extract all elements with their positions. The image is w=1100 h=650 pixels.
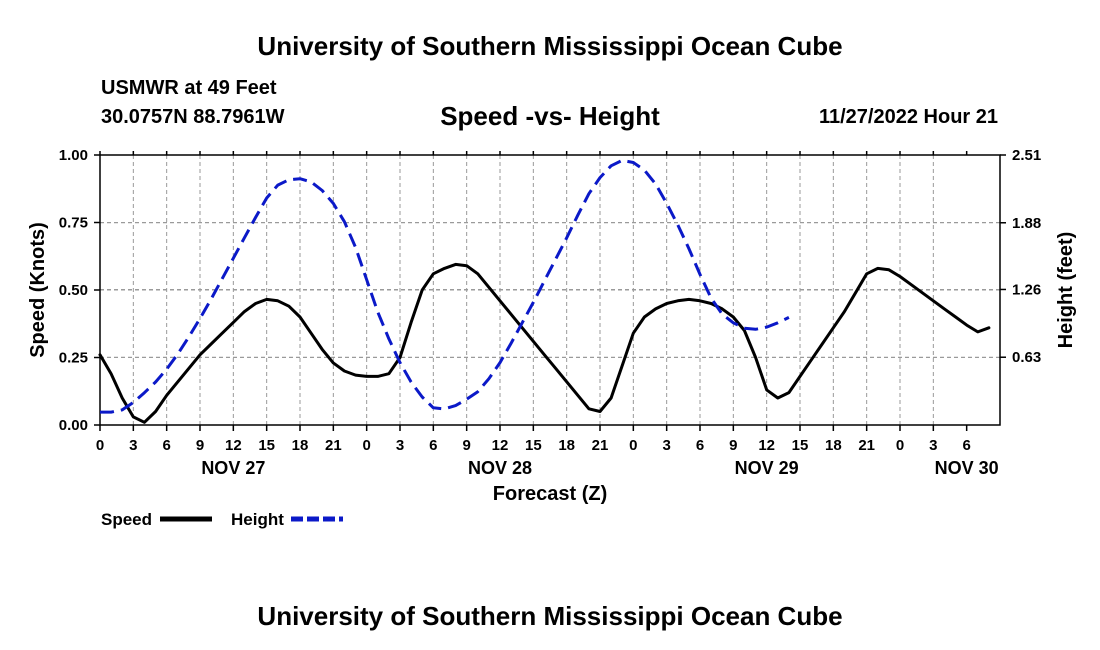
x-tick-label: 0 [362, 437, 370, 454]
x-tick-label: 18 [825, 437, 842, 454]
x-tick-label: 6 [962, 437, 970, 454]
x-tick-label: 3 [396, 437, 404, 454]
chart-title: University of Southern Mississippi Ocean… [257, 31, 843, 61]
legend-label-height: Height [231, 510, 284, 529]
x-tick-label: 21 [858, 437, 875, 454]
x-tick-label: 9 [196, 437, 204, 454]
x-date-label: NOV 30 [935, 458, 999, 478]
x-tick-label: 9 [462, 437, 470, 454]
grid-layer [100, 155, 1000, 425]
y-tick-label: 0.00 [59, 417, 88, 434]
x-tick-label: 15 [258, 437, 275, 454]
series-speed-line [98, 262, 991, 424]
x-tick-label: 18 [292, 437, 309, 454]
x-tick-label: 0 [896, 437, 904, 454]
x-tick-label: 0 [96, 437, 104, 454]
axis-layer [94, 151, 1006, 431]
y-tick-label: 1.00 [59, 147, 88, 164]
x-tick-label: 12 [225, 437, 242, 454]
label-layer: 0 3 6 9 12 15 18 21 0 3 6 9 12 15 18 21 0 3 6 9 12 15 18 21 0 3 6 0… [27, 147, 1077, 505]
y2-tick-label: 0.63 [1012, 349, 1041, 366]
x-tick-label: 6 [696, 437, 704, 454]
x-tick-label: 3 [929, 437, 937, 454]
legend-label-speed: Speed [101, 510, 152, 529]
x-tick-label: 0 [629, 437, 637, 454]
station-coordinates: 30.0757N 88.7961W [101, 106, 285, 128]
series-layer [98, 158, 991, 424]
x-date-label: NOV 28 [468, 458, 532, 478]
y2-tick-label: 2.51 [1012, 147, 1041, 164]
x-tick-label: 6 [429, 437, 437, 454]
plot-frame [99, 154, 1001, 426]
x-tick-label: 21 [325, 437, 342, 454]
y2-tick-label: 1.88 [1012, 215, 1041, 232]
series-height-line [100, 158, 790, 414]
legend: Speed Height [101, 510, 343, 529]
x-tick-label: 15 [792, 437, 809, 454]
x-axis-title: Forecast (Z) [493, 483, 607, 505]
y-tick-label: 0.75 [59, 215, 88, 232]
x-tick-label: 12 [758, 437, 775, 454]
x-tick-label: 21 [592, 437, 609, 454]
chart-subtitle: Speed -vs- Height [440, 101, 660, 131]
x-tick-label: 9 [729, 437, 737, 454]
x-date-label: NOV 29 [735, 458, 799, 478]
y2-axis-title: Height (feet) [1055, 232, 1077, 349]
y-tick-label: 0.50 [59, 282, 88, 299]
forecast-datetime: 11/27/2022 Hour 21 [818, 106, 998, 128]
x-tick-label: 3 [129, 437, 137, 454]
station-name: USMWR at 49 Feet [101, 77, 277, 99]
y-tick-label: 0.25 [59, 350, 88, 367]
x-tick-label: 12 [492, 437, 509, 454]
x-date-label: NOV 27 [201, 458, 265, 478]
footer-title: University of Southern Mississippi Ocean… [257, 601, 843, 631]
x-tick-label: 18 [558, 437, 575, 454]
x-tick-label: 6 [162, 437, 170, 454]
x-tick-label: 3 [662, 437, 670, 454]
y-axis-title: Speed (Knots) [27, 222, 49, 358]
y2-tick-label: 1.26 [1012, 281, 1041, 298]
x-tick-label: 15 [525, 437, 542, 454]
